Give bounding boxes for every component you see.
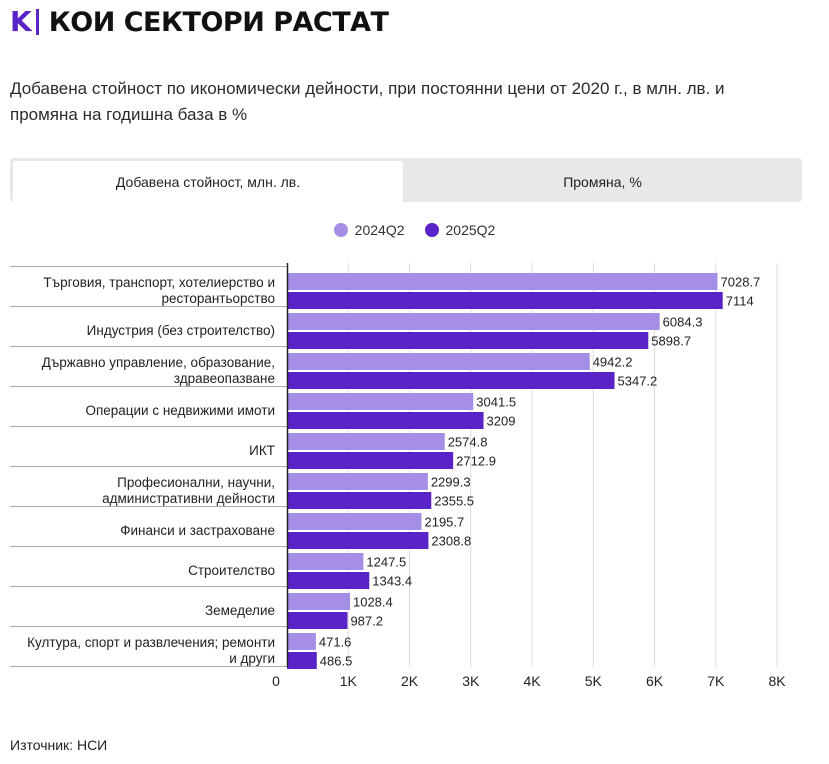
bar-2024q2-7 bbox=[287, 553, 364, 570]
page-title: КОИ СЕКТОРИ РАСТАТ bbox=[48, 6, 389, 38]
data-label-2024q2-7: 1247.5 bbox=[366, 555, 406, 570]
category-label-2-line-1: здравеопазване bbox=[174, 371, 275, 386]
category-label-0-line-0: Търговия, транспорт, хотелиерство и bbox=[43, 275, 275, 290]
data-label-2024q2-4: 2574.8 bbox=[448, 435, 488, 450]
chart-legend: 2024Q2 2025Q2 bbox=[0, 222, 829, 238]
data-label-2025q2-5: 2355.5 bbox=[434, 494, 474, 509]
legend-dot-2024q2 bbox=[333, 223, 348, 237]
data-label-2024q2-3: 3041.5 bbox=[476, 395, 516, 410]
source-note: Източник: НСИ bbox=[10, 737, 108, 753]
tick-label-7: 7K bbox=[707, 673, 725, 689]
logo-divider bbox=[35, 9, 39, 35]
data-label-2025q2-1: 5898.7 bbox=[651, 334, 691, 349]
tab-value-added[interactable]: Добавена стойност, млн. лв. bbox=[13, 161, 403, 202]
brand-logo[interactable]: K bbox=[10, 5, 32, 38]
bar-2024q2-4 bbox=[287, 433, 445, 450]
bar-2024q2-1 bbox=[287, 313, 660, 330]
tab-change-percent[interactable]: Промяна, % bbox=[563, 173, 642, 190]
bar-2025q2-6 bbox=[287, 532, 429, 549]
category-label-8: Земеделие bbox=[205, 603, 275, 618]
category-label-4: ИКТ bbox=[249, 443, 275, 458]
data-label-2024q2-1: 6084.3 bbox=[663, 315, 703, 330]
bar-2025q2-8 bbox=[287, 612, 348, 629]
bar-2025q2-9 bbox=[287, 652, 317, 669]
category-label-3: Операции с недвижими имоти bbox=[85, 403, 275, 418]
bar-2025q2-5 bbox=[287, 492, 432, 509]
data-label-2025q2-0: 7114 bbox=[726, 294, 754, 309]
data-label-2025q2-3: 3209 bbox=[487, 414, 516, 429]
category-label-7: Строителство bbox=[188, 563, 275, 578]
tab-bar: Добавена стойност, млн. лв. Промяна, % bbox=[10, 158, 802, 202]
bar-2025q2-7 bbox=[287, 572, 370, 589]
data-label-2024q2-6: 2195.7 bbox=[424, 515, 464, 530]
category-label-6: Финанси и застраховане bbox=[120, 523, 275, 538]
data-label-2024q2-5: 2299.3 bbox=[431, 475, 471, 490]
tick-label-3: 3K bbox=[462, 673, 480, 689]
data-label-2025q2-8: 987.2 bbox=[350, 614, 383, 629]
bar-2025q2-1 bbox=[287, 332, 649, 349]
bar-2025q2-2 bbox=[287, 372, 615, 389]
legend-item-2025q2[interactable]: 2025Q2 bbox=[424, 222, 496, 238]
category-label-0-line-1: ресторантьорство bbox=[162, 291, 275, 306]
data-label-2025q2-7: 1343.4 bbox=[372, 574, 412, 589]
header: K КОИ СЕКТОРИ РАСТАТ bbox=[10, 5, 389, 38]
tick-label-6: 6K bbox=[646, 673, 664, 689]
data-label-2024q2-0: 7028.7 bbox=[721, 275, 761, 290]
tick-label-0: 0 bbox=[272, 673, 280, 689]
data-label-2024q2-2: 4942.2 bbox=[593, 355, 633, 370]
legend-item-2024q2[interactable]: 2024Q2 bbox=[333, 222, 405, 238]
bar-2025q2-0 bbox=[287, 292, 723, 309]
tick-label-2: 2K bbox=[401, 673, 419, 689]
bar-2024q2-5 bbox=[287, 473, 428, 490]
bar-2024q2-6 bbox=[287, 513, 422, 530]
bar-2024q2-0 bbox=[287, 273, 718, 290]
legend-dot-2025q2 bbox=[424, 223, 439, 237]
bar-2024q2-2 bbox=[287, 353, 590, 370]
chart-subtitle: Добавена стойност по икономически дейнос… bbox=[10, 79, 725, 124]
tick-label-8: 8K bbox=[768, 673, 786, 689]
bar-chart: 7028.7 7114 Търговия, транспорт, хотелиерс… bbox=[10, 263, 786, 689]
data-label-2025q2-2: 5347.2 bbox=[618, 374, 658, 389]
data-label-2024q2-8: 1028.4 bbox=[353, 595, 393, 610]
category-label-1: Индустрия (без строителство) bbox=[87, 323, 275, 338]
tick-label-1: 1K bbox=[340, 673, 358, 689]
data-label-2025q2-9: 486.5 bbox=[320, 654, 353, 669]
data-label-2025q2-6: 2308.8 bbox=[431, 534, 471, 549]
legend-label-2024q2: 2024Q2 bbox=[354, 222, 405, 238]
category-label-2-line-0: Държавно управление, образование, bbox=[42, 355, 275, 370]
legend-label-2025q2: 2025Q2 bbox=[445, 222, 496, 238]
bar-2024q2-8 bbox=[287, 593, 350, 610]
category-label-9-line-0: Култура, спорт и развлечения; ремонти bbox=[27, 635, 275, 650]
data-label-2024q2-9: 471.6 bbox=[319, 635, 352, 650]
bar-2024q2-9 bbox=[287, 633, 316, 650]
category-label-9-line-1: и други bbox=[229, 651, 275, 666]
category-label-5-line-0: Професионални, научни, bbox=[117, 475, 275, 490]
tick-label-4: 4K bbox=[523, 673, 541, 689]
bar-2025q2-3 bbox=[287, 412, 484, 429]
category-label-5-line-1: административни дейности bbox=[102, 491, 275, 506]
data-label-2025q2-4: 2712.9 bbox=[456, 454, 496, 469]
tick-label-5: 5K bbox=[585, 673, 603, 689]
bar-2024q2-3 bbox=[287, 393, 474, 410]
bar-2025q2-4 bbox=[287, 452, 454, 469]
